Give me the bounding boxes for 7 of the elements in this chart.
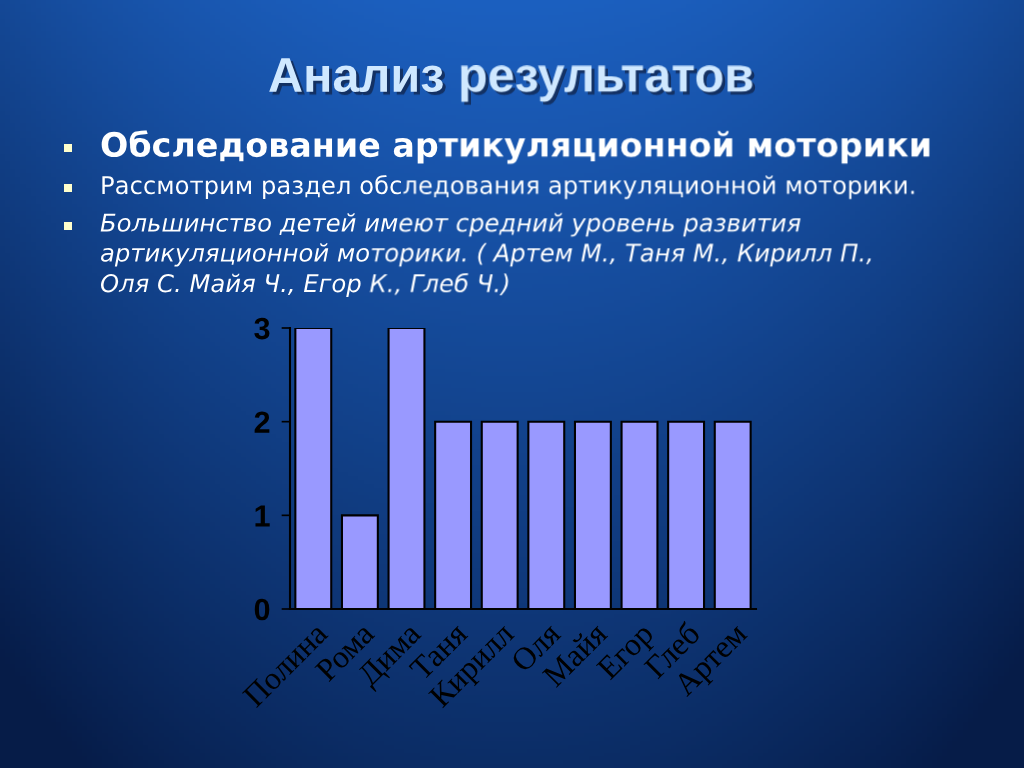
- y-tick-label: 3: [254, 317, 270, 340]
- y-tick-label: 0: [254, 598, 270, 621]
- text: Рассмотрим раздел обследования артикуляционной моторики.: [102, 175, 914, 199]
- y-tick-label: 1: [255, 505, 270, 527]
- chart-subtitle: Обследование артикуляционной моторики: [101, 130, 930, 164]
- text: Большинство детей имеют средний уровень развития артикуляционной моторики. ( Артем М., Таня М., Кирилл П., Оля С. Майя Ч., Егор К., Глеб Ч.): [100, 213, 871, 298]
- y-tick-label: 2: [254, 411, 270, 433]
